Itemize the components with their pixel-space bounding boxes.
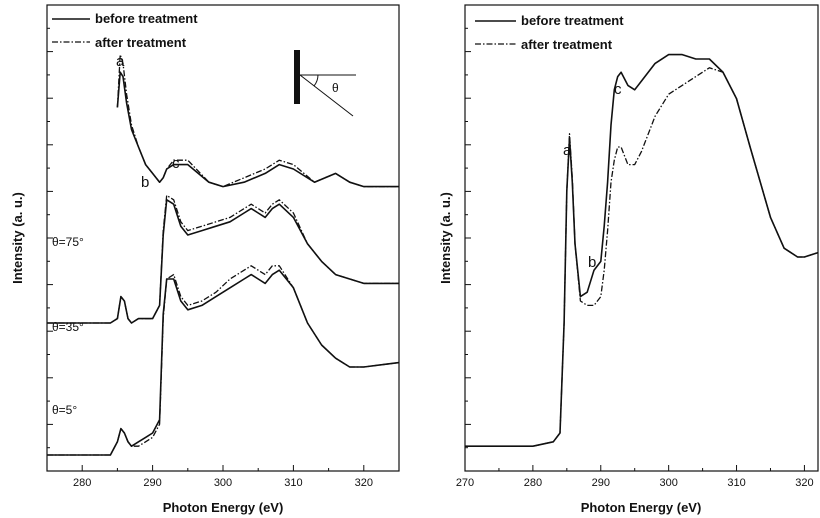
right-x-tick-label: 290 <box>592 477 610 489</box>
angle-label-5: θ=5° <box>52 403 77 417</box>
right-x-tick-label: 320 <box>795 477 813 489</box>
right-x-tick-label: 310 <box>727 477 745 489</box>
angle-label-35: θ=35° <box>52 320 84 334</box>
left-series-group <box>47 53 400 456</box>
left-x-tick-label: 290 <box>143 477 161 489</box>
right-legend-before-label: before treatment <box>521 13 624 28</box>
right-x-axis-label: Photon Energy (eV) <box>581 500 702 515</box>
left-x-tick-label: 280 <box>73 477 91 489</box>
left-series-before-theta5 <box>47 269 400 456</box>
right-y-ticks <box>465 4 471 472</box>
right-peak-label-a: a <box>563 142 572 159</box>
right-series-group <box>465 53 819 447</box>
left-y-ticks <box>47 4 53 472</box>
right-peak-label-b: b <box>588 254 596 271</box>
left-y-axis-label: Intensity (a. u.) <box>10 192 25 284</box>
right-plot-frame <box>464 4 819 472</box>
left-x-tick-label: 310 <box>284 477 302 489</box>
right-legend-after-label: after treatment <box>521 37 613 52</box>
left-series-after-theta5 <box>47 265 400 456</box>
right-series-before <box>465 53 819 447</box>
left-legend-before-label: before treatment <box>95 11 198 26</box>
left-x-ticks: 280 290 300 310 320 <box>46 465 400 489</box>
left-series-before-theta75 <box>116 71 399 188</box>
right-series-after <box>465 67 819 447</box>
left-series-after-theta35 <box>47 194 399 324</box>
left-series-after-theta75 <box>116 53 399 188</box>
left-peak-label-a: a <box>116 53 125 70</box>
left-x-tick-label: 320 <box>355 477 373 489</box>
left-peak-label-b: b <box>141 174 149 191</box>
left-series-before-theta35 <box>47 199 399 324</box>
left-x-tick-label: 300 <box>214 477 232 489</box>
right-chart-panel: 270 280 290 300 310 320 before treatment afte… <box>438 4 819 515</box>
left-chart-panel: 280 290 300 310 320 before treatment after t… <box>10 4 400 515</box>
inset-theta-label: θ <box>332 81 339 95</box>
inset-beam-line <box>299 74 354 117</box>
left-legend-after-label: after treatment <box>95 35 187 50</box>
right-peak-label-c: c <box>614 81 622 98</box>
inset-angle-arc <box>313 74 319 87</box>
right-x-ticks: 270 280 290 300 310 320 <box>456 465 814 489</box>
right-x-tick-label: 300 <box>659 477 677 489</box>
left-peak-label-c: c <box>172 155 180 172</box>
left-x-axis-label: Photon Energy (eV) <box>163 500 284 515</box>
right-x-tick-label: 270 <box>456 477 474 489</box>
right-y-axis-label: Intensity (a. u.) <box>438 192 453 284</box>
angle-label-75: θ=75° <box>52 235 84 249</box>
right-x-tick-label: 280 <box>524 477 542 489</box>
